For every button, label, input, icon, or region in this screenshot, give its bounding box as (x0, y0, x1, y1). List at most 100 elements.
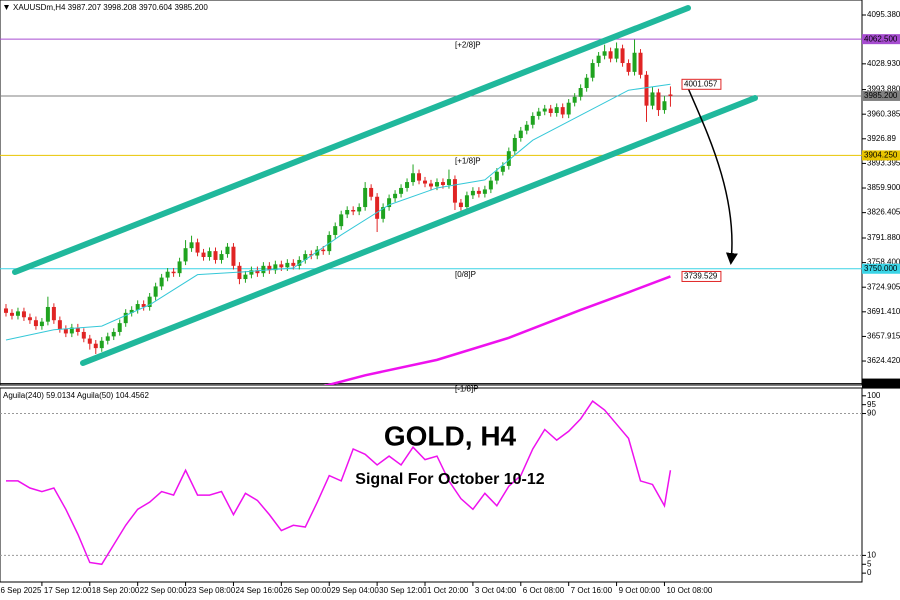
candle-body (470, 190, 475, 196)
candle-body (608, 51, 613, 59)
candle-body (488, 180, 493, 190)
candle-body (243, 274, 248, 280)
y-tick-label: 3960.385 (867, 109, 900, 118)
candle-body (638, 52, 643, 75)
candle-body (644, 74, 649, 106)
candle-body (440, 182, 445, 186)
candle-body (494, 171, 499, 181)
level-tag: [+1/8]P (455, 157, 481, 166)
candle-body (219, 254, 224, 260)
candle-body (9, 312, 14, 316)
candle-body (99, 340, 104, 349)
candle-body (578, 88, 583, 97)
candle-body (267, 265, 272, 271)
candle-body (33, 320, 38, 327)
candle-body (333, 226, 338, 235)
candle-body (482, 189, 487, 194)
candle-body (399, 187, 404, 194)
candle-body (518, 130, 523, 138)
candle-body (452, 179, 457, 203)
candle-body (183, 248, 188, 262)
level-price-label: 3593.750 (864, 379, 898, 388)
y-tick-label: 3758.400 (867, 258, 900, 267)
indicator-panel (0, 387, 863, 583)
x-tick-label: 24 Sep 16:00 (235, 586, 283, 595)
candle-body (524, 124, 529, 131)
candle-body (279, 264, 284, 268)
candle-body (321, 249, 326, 252)
candle-body (458, 202, 463, 208)
level-tag: [-1/8]P (455, 385, 479, 394)
symbol-icon (4, 5, 9, 10)
indicator-line (5, 400, 672, 566)
x-tick-label: 23 Sep 08:00 (188, 586, 236, 595)
candle-body (69, 327, 74, 334)
candle-body (291, 262, 296, 266)
candle-body (273, 264, 278, 271)
x-tick-label: 7 Oct 16:00 (571, 586, 613, 595)
candle-body (315, 249, 320, 256)
y-tick-label: 4095.380 (867, 10, 900, 19)
candle-body (303, 254, 308, 260)
y-tick-label: 3926.89 (867, 134, 896, 143)
candle-body (75, 327, 80, 332)
candle-body (381, 207, 386, 219)
level-price-label: 3750.000 (864, 264, 898, 273)
candle-body (542, 108, 547, 112)
candle-body (87, 338, 92, 344)
x-tick-label: 22 Sep 00:00 (140, 586, 188, 595)
candle-body (39, 321, 44, 327)
end-label: 4001.057 (684, 79, 718, 88)
y-tick-label: 90 (867, 409, 876, 418)
candle-body (668, 94, 673, 96)
candle-body (662, 101, 667, 111)
candle-body (201, 252, 206, 258)
candle-body (63, 329, 68, 334)
y-tick-label: 0 (867, 568, 872, 577)
level-tag: [0/8]P (455, 270, 476, 279)
candle-body (195, 242, 200, 253)
overlay-subtitle: Signal For October 10-12 (355, 471, 544, 488)
candle-body (620, 48, 625, 64)
end-label: 3739.529 (684, 272, 718, 281)
x-tick-label: 9 Oct 00:00 (619, 586, 661, 595)
candle-body (213, 251, 218, 260)
candle-body (530, 115, 535, 125)
channel-lower (80, 95, 758, 366)
y-tick-label: 95 (867, 400, 876, 409)
level-price-box (862, 150, 900, 161)
candle-body (3, 308, 8, 313)
candle-body (476, 190, 481, 194)
y-tick-label: 3624.420 (867, 356, 900, 365)
candle-body (500, 165, 505, 172)
level-price-label: 3985.200 (864, 91, 898, 100)
candle-body (165, 271, 170, 278)
candle-body (590, 63, 595, 78)
level-price-label: 3904.250 (864, 151, 898, 160)
candle-body (614, 48, 619, 59)
candle-body (602, 51, 607, 56)
moving-average (5, 83, 671, 341)
y-tick-label: 3993.880 (867, 85, 900, 94)
y-tick-label: 3826.405 (867, 208, 900, 217)
y-tick-label: 10 (867, 551, 876, 560)
candle-body (309, 254, 314, 256)
channel-upper (12, 5, 691, 275)
candle-body (560, 107, 565, 115)
candle-body (387, 198, 392, 208)
candle-body (369, 187, 374, 197)
x-tick-label: 3 Oct 04:00 (475, 586, 517, 595)
candle-body (225, 246, 230, 255)
candle-body (15, 311, 20, 316)
candle-body (117, 323, 122, 332)
candle-body (57, 320, 62, 330)
y-tick-label: 3724.905 (867, 282, 900, 291)
candle-body (446, 179, 451, 186)
end-label-box (681, 78, 722, 90)
candle-body (405, 182, 410, 188)
symbol-header: XAUUSDm,H4 3987.207 3998.208 3970.604 39… (13, 3, 208, 12)
candle-body (171, 271, 176, 274)
candle-body (255, 270, 260, 274)
candle-body (429, 183, 433, 187)
